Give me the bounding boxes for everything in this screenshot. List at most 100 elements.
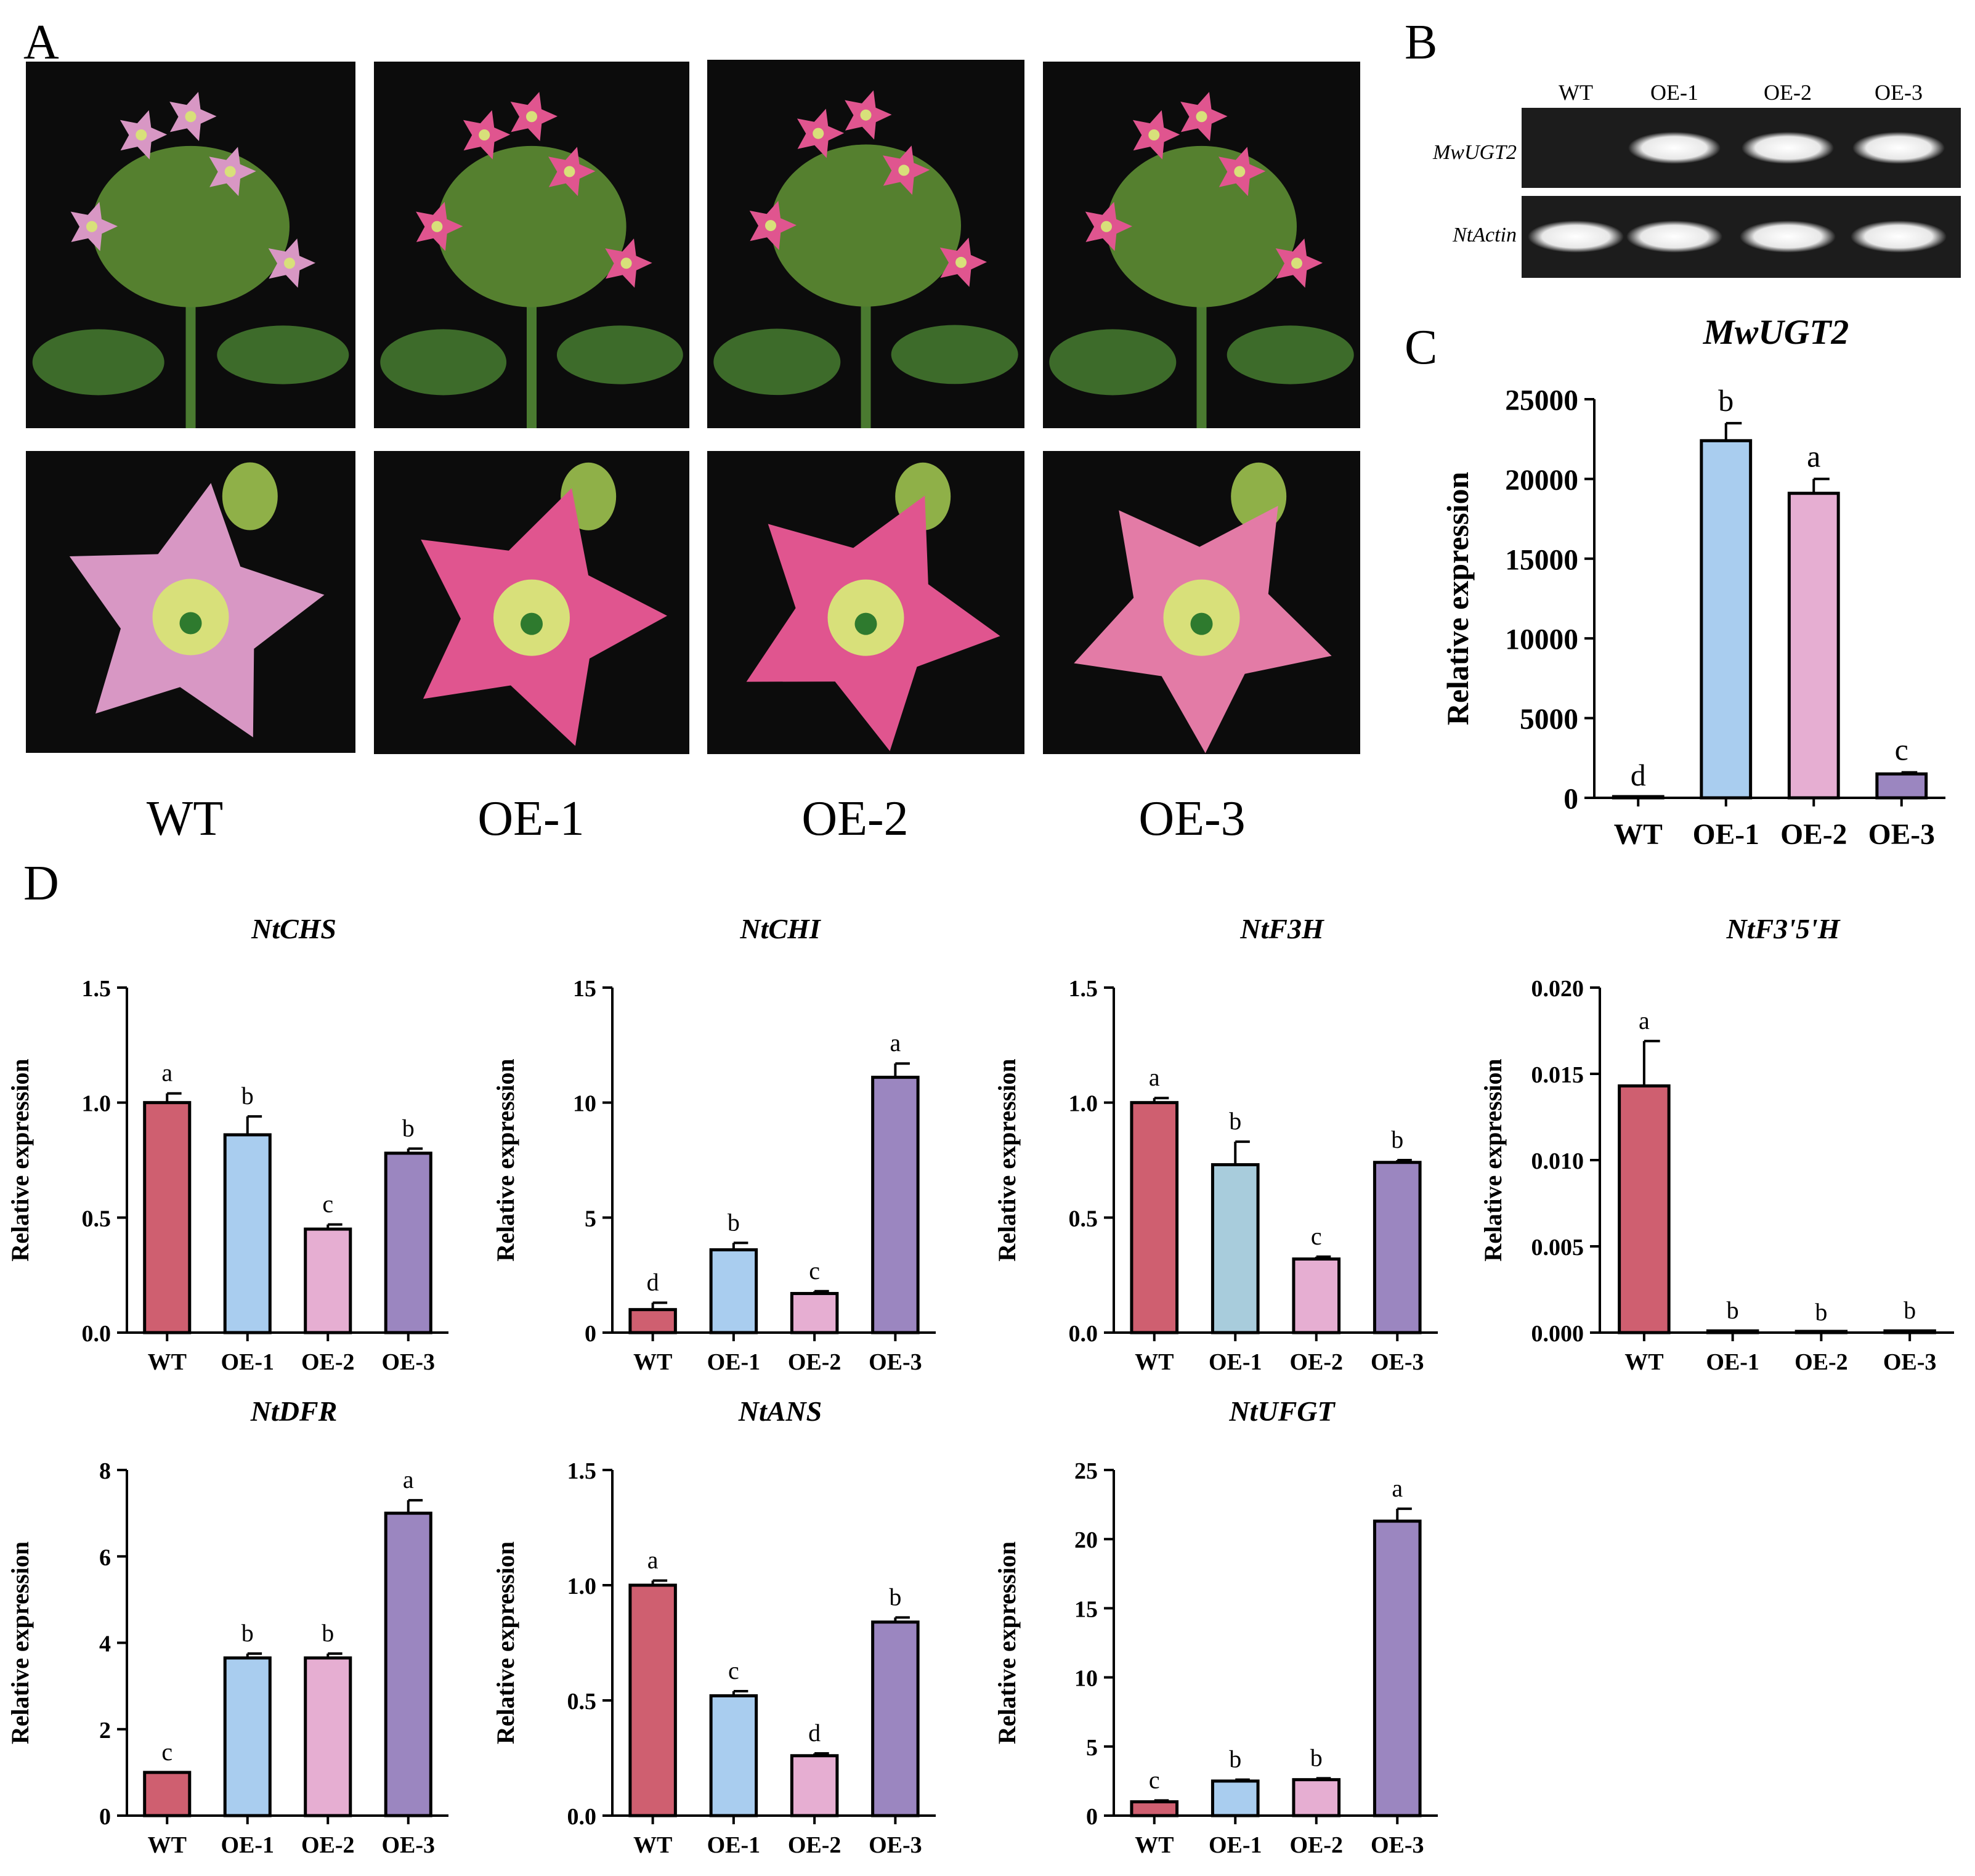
photo-label-wt: WT — [147, 792, 223, 846]
significance-letter: d — [808, 1719, 821, 1747]
chart-title: NtCHI — [739, 913, 821, 944]
y-tick-label: 0 — [1086, 1804, 1098, 1830]
significance-letter: b — [1727, 1296, 1739, 1324]
x-tick-label: OE-3 — [1371, 1832, 1424, 1858]
flower-center — [284, 258, 295, 269]
significance-letter: c — [161, 1738, 172, 1766]
y-tick-label: 0.0 — [567, 1804, 597, 1830]
gel-band-ntactin — [1851, 221, 1947, 253]
significance-letter: b — [1815, 1298, 1827, 1326]
bar-oe-2 — [790, 1292, 839, 1334]
x-tick-label: OE-1 — [1706, 1349, 1759, 1375]
gel-band-mwugt2 — [1742, 132, 1834, 164]
x-tick-label: WT — [1135, 1832, 1174, 1858]
significance-letter: d — [1631, 758, 1646, 792]
bar-oe-1 — [1211, 1779, 1260, 1817]
significance-letter: a — [890, 1029, 901, 1057]
x-tick-label: OE-3 — [869, 1832, 922, 1858]
bar-oe-2 — [1787, 492, 1840, 800]
bar-oe-3 — [384, 1511, 432, 1817]
plant-leaf — [380, 329, 507, 396]
photo-label-oe3: OE-3 — [1138, 792, 1245, 846]
flower-center — [955, 256, 967, 268]
gel-lane-wt: WT — [1559, 80, 1593, 105]
significance-letter: c — [1895, 733, 1908, 767]
bar-wt — [1130, 1800, 1179, 1817]
x-tick-label: OE-1 — [1693, 819, 1759, 851]
flower-bud — [222, 462, 278, 530]
flower-center — [765, 220, 776, 232]
significance-letter: b — [1391, 1126, 1403, 1153]
chart-title: NtDFR — [250, 1395, 338, 1427]
y-axis-label: Relative expression — [1440, 472, 1475, 726]
bar-oe-1 — [1700, 439, 1753, 800]
y-tick-label: 20000 — [1505, 465, 1578, 497]
x-tick-label: OE-2 — [1289, 1349, 1343, 1375]
x-tick-label: OE-3 — [869, 1349, 922, 1375]
gel-band-mwugt2 — [1852, 132, 1945, 164]
y-tick-label: 0.0 — [1069, 1321, 1098, 1347]
gel-lane-oe1: OE-1 — [1650, 80, 1698, 105]
x-tick-label: WT — [1624, 1349, 1663, 1375]
y-tick-label: 1.0 — [1069, 1091, 1098, 1117]
y-tick-label: 0 — [99, 1804, 111, 1830]
y-tick-label: 5000 — [1520, 704, 1578, 736]
bar-wt — [628, 1308, 677, 1334]
y-tick-label: 0.5 — [82, 1206, 112, 1232]
gel-gene-ntactin: NtActin — [1452, 224, 1517, 246]
bar-wt — [143, 1771, 192, 1817]
chart-title: NtF3'5'H — [1726, 913, 1840, 944]
chart-ntans: NtANS 0.0 0.5 1.0 1.5 Relative expression a WT c… — [492, 1395, 936, 1858]
plant-leaf — [32, 329, 164, 396]
significance-letter: b — [889, 1583, 901, 1610]
plant-cluster — [1106, 145, 1297, 307]
significance-letter: a — [1807, 439, 1820, 473]
y-tick-label: 0 — [1563, 784, 1578, 816]
significance-letter: b — [1229, 1745, 1241, 1773]
y-tick-label: 8 — [99, 1458, 111, 1484]
flower-center — [1291, 258, 1302, 269]
significance-letter: c — [1149, 1766, 1160, 1793]
bar-oe-2 — [304, 1227, 352, 1334]
chart-title: NtANS — [738, 1395, 822, 1427]
gel-lane-oe3: OE-3 — [1875, 80, 1923, 105]
flower-stigma — [521, 612, 543, 635]
flower-center — [564, 166, 575, 177]
bar-wt — [1612, 795, 1665, 800]
flower-stigma — [854, 612, 877, 635]
chart-c: MwUGT2 0 5000 10000 15000 20000 25000 Relative … — [1440, 313, 1945, 851]
significance-letter: c — [809, 1257, 820, 1285]
bar-oe-3 — [1373, 1519, 1422, 1817]
bar-oe-1 — [223, 1133, 272, 1334]
flower-center — [479, 129, 490, 140]
flower-stigma — [179, 612, 202, 635]
significance-letter: b — [241, 1619, 254, 1647]
x-tick-label: OE-3 — [381, 1832, 435, 1858]
bar-oe-2 — [1292, 1257, 1341, 1334]
bar-oe-1 — [709, 1694, 758, 1817]
plant-leaf — [713, 328, 841, 396]
bar-oe-1 — [223, 1656, 272, 1817]
flower-center — [224, 166, 236, 177]
significance-letter: b — [322, 1619, 334, 1647]
y-tick-label: 5 — [1086, 1735, 1098, 1761]
significance-letter: a — [1149, 1063, 1160, 1091]
chart-ntufgt: NtUFGT 0 5 10 15 20 25 Relative expression c WT b O… — [993, 1395, 1438, 1858]
bar-oe-3 — [1373, 1161, 1422, 1334]
panel-label-b: B — [1405, 15, 1437, 70]
x-tick-label: OE-1 — [1209, 1349, 1262, 1375]
chart-title: NtCHS — [251, 913, 336, 944]
panel-label-d: D — [23, 856, 59, 911]
photo-grid — [26, 60, 1360, 754]
flower-center — [526, 111, 537, 123]
y-tick-label: 1.5 — [567, 1458, 597, 1484]
bar-oe-3 — [871, 1076, 920, 1334]
flower-center — [1101, 221, 1112, 232]
plant-cluster — [771, 144, 961, 307]
y-axis-label: Relative expression — [993, 1541, 1021, 1744]
chart-ntdfr: NtDFR 0 2 4 6 8 Relative expression c WT b OE-1 b OE… — [6, 1395, 448, 1858]
y-tick-label: 1.5 — [1069, 976, 1098, 1002]
x-tick-label: WT — [148, 1349, 187, 1375]
flower-center — [860, 109, 872, 121]
